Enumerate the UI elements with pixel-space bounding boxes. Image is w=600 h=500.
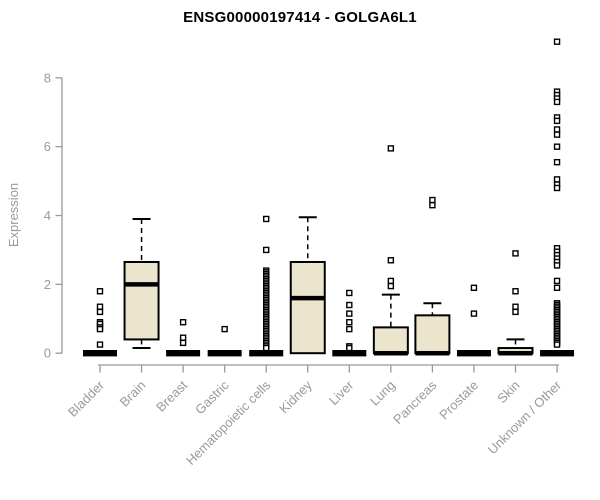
collapsed-box-bar <box>249 350 284 357</box>
outlier-point <box>387 257 395 264</box>
box-rect <box>289 260 326 355</box>
outlier-point <box>553 341 561 348</box>
x-category-label-unknown-other: Unknown / Other <box>485 377 565 457</box>
outlier-point <box>553 143 561 150</box>
outlier-point <box>387 282 395 290</box>
box-hematopoietic-cells <box>249 215 284 357</box>
box-kidney <box>289 216 326 355</box>
chart-title: ENSG00000197414 - GOLGA6L1 <box>183 9 417 26</box>
outlier-point <box>553 176 561 183</box>
outlier-point <box>346 301 353 309</box>
outlier-point <box>512 308 519 316</box>
x-category-label-skin: Skin <box>494 378 522 406</box>
y-tick-label: 4 <box>44 208 51 223</box>
box-pancreas <box>414 196 451 356</box>
outlier-point <box>179 334 187 341</box>
outlier-point <box>512 288 519 295</box>
outlier-point <box>553 126 561 133</box>
outlier-point <box>387 145 395 152</box>
x-category-label-pancreas: Pancreas <box>390 377 440 427</box>
outlier-point <box>553 131 561 138</box>
box-lung <box>372 145 409 356</box>
collapsed-box-bar <box>83 350 117 357</box>
x-category-label-kidney: Kidney <box>276 377 315 416</box>
outlier-point <box>221 325 228 333</box>
box-liver <box>332 289 367 357</box>
outlier-point <box>553 98 561 106</box>
outlier-point <box>179 339 187 347</box>
box-rect <box>372 326 409 355</box>
outlier-point <box>263 344 270 352</box>
box-rect <box>123 260 160 341</box>
outlier-point <box>263 246 270 254</box>
box-breast <box>166 319 201 357</box>
outlier-point <box>553 38 561 45</box>
outlier-point <box>512 250 519 257</box>
box-prostate <box>456 284 491 357</box>
y-tick-label: 2 <box>44 277 51 292</box>
y-tick-label: 6 <box>44 139 51 154</box>
box-unknown-other <box>540 38 575 357</box>
outlier-point <box>263 215 270 223</box>
outlier-point <box>553 262 561 269</box>
outlier-point <box>553 158 561 166</box>
y-tick-label: 0 <box>44 346 51 361</box>
outlier-point <box>346 289 353 297</box>
box-rect <box>414 314 451 355</box>
outlier-point <box>553 117 561 125</box>
outlier-point <box>429 196 436 204</box>
x-category-label-gastric: Gastric <box>192 377 232 417</box>
outlier-point <box>553 277 561 285</box>
outlier-point <box>346 325 353 333</box>
x-category-label-brain: Brain <box>117 378 149 410</box>
outlier-point <box>96 288 104 295</box>
outlier-point <box>429 201 436 209</box>
x-category-label-lung: Lung <box>367 378 398 409</box>
box-brain <box>123 217 160 350</box>
outlier-point <box>553 184 561 192</box>
outlier-point <box>96 308 104 316</box>
outlier-point <box>553 284 561 292</box>
box-gastric <box>207 325 242 357</box>
collapsed-box-bar <box>332 350 367 357</box>
collapsed-box-bar <box>207 350 242 357</box>
outlier-point <box>470 284 478 292</box>
outlier-point <box>346 344 353 352</box>
outlier-point <box>96 325 104 333</box>
x-category-label-bladder: Bladder <box>65 377 108 420</box>
outlier-point <box>96 303 104 310</box>
x-category-label-liver: Liver <box>326 377 357 408</box>
x-category-label-prostate: Prostate <box>436 378 481 423</box>
outlier-point <box>512 303 519 310</box>
collapsed-box-bar <box>540 350 575 357</box>
outlier-point <box>470 310 478 317</box>
collapsed-box-bar <box>166 350 201 357</box>
axes <box>55 77 560 373</box>
collapsed-box-bar <box>456 350 491 357</box>
y-tick-label: 8 <box>44 70 51 85</box>
x-category-label-breast: Breast <box>153 377 190 414</box>
outlier-point <box>346 319 353 326</box>
box-skin <box>497 250 534 356</box>
outlier-point <box>179 319 187 326</box>
outlier-point <box>96 341 104 348</box>
box-bladder <box>83 288 117 357</box>
outlier-point <box>346 310 353 317</box>
outlier-point <box>387 277 395 285</box>
